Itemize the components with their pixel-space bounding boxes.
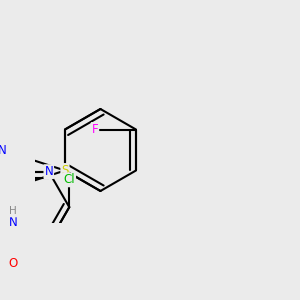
- Text: H: H: [9, 206, 17, 216]
- Text: O: O: [9, 257, 18, 270]
- Text: S: S: [61, 164, 69, 177]
- Text: N: N: [44, 165, 53, 178]
- Text: F: F: [92, 123, 98, 136]
- Text: Cl: Cl: [64, 173, 75, 186]
- Text: N: N: [9, 216, 18, 229]
- Text: N: N: [0, 143, 6, 157]
